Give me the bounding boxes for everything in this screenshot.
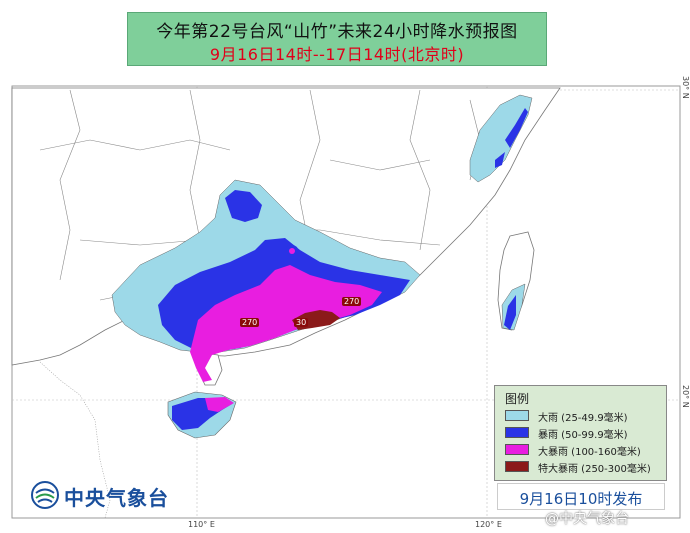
- hainan-rain-heavy-storm: [205, 397, 234, 412]
- legend-item: 特大暴雨 (250-300毫米): [505, 460, 665, 475]
- map-title-box: 今年第22号台风“山竹”未来24小时降水预报图 9月16日14时--17日14时…: [127, 12, 547, 66]
- vietnam-coast: [39, 361, 111, 519]
- legend-item: 暴雨 (50-99.9毫米): [505, 426, 665, 441]
- legend-swatch-extreme-rainstorm: [505, 461, 529, 472]
- east-china-rain-storm-2: [495, 152, 505, 168]
- map-title: 今年第22号台风“山竹”未来24小时降水预报图: [156, 22, 518, 42]
- east-china-rain-heavy: [469, 94, 533, 183]
- rain-heavy-storm-spot: [289, 248, 295, 254]
- lon-120-label: 120° E: [475, 520, 502, 529]
- legend-swatch-heavy-rainstorm: [505, 444, 529, 455]
- map-time-range: 9月16日14时--17日14时(北京时): [209, 45, 465, 64]
- rain-heavy-storm-region: [190, 265, 382, 382]
- publish-time: 9月16日10时发布: [519, 490, 643, 508]
- east-china-rain-storm: [505, 108, 528, 148]
- legend-label: 暴雨 (50-99.9毫米): [538, 430, 628, 441]
- cma-emblem-icon: [31, 481, 59, 509]
- taiwan-rain-storm: [504, 295, 516, 330]
- legend-swatch-rainstorm: [505, 427, 529, 438]
- rain-storm-north-lobe: [225, 190, 262, 222]
- watermark: @中央气象台: [545, 511, 629, 527]
- rain-value-label-1: 270: [240, 318, 260, 327]
- publisher-name: 中央气象台: [64, 486, 169, 510]
- rain-value-label-2: 30: [294, 318, 309, 327]
- cma-logo: 中央气象台: [30, 480, 210, 510]
- legend-box: 图例 大雨 (25-49.9毫米) 暴雨 (50-99.9毫米) 大暴雨 (10…: [494, 385, 667, 481]
- lat-20-label: 20° N: [681, 385, 690, 408]
- rain-value-label-3: 270: [342, 297, 362, 306]
- legend-label: 特大暴雨 (250-300毫米): [538, 464, 651, 475]
- legend-swatch-heavy-rain: [505, 410, 529, 421]
- lat-30-label: 30° N: [681, 76, 690, 99]
- legend-label: 大雨 (25-49.9毫米): [538, 413, 628, 424]
- legend-item: 大雨 (25-49.9毫米): [505, 409, 665, 424]
- legend-item: 大暴雨 (100-160毫米): [505, 443, 665, 458]
- legend-title: 图例: [505, 392, 530, 406]
- publish-time-box: 9月16日10时发布: [497, 483, 665, 510]
- legend-label: 大暴雨 (100-160毫米): [538, 447, 641, 458]
- lon-110-label: 110° E: [188, 520, 215, 529]
